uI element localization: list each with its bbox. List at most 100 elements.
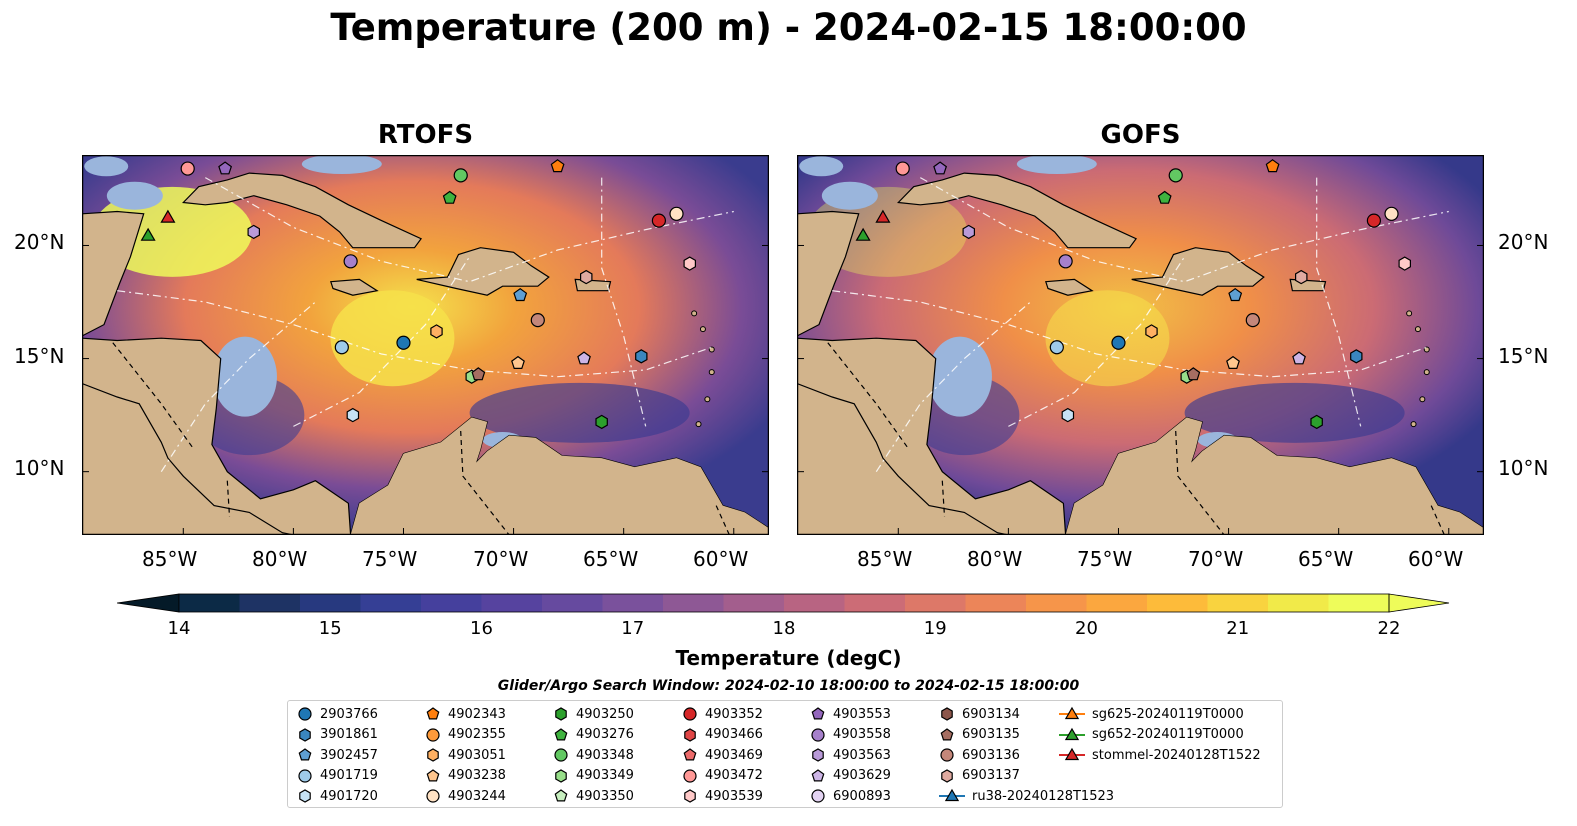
lat-tick-15-right: 15°N bbox=[1498, 344, 1549, 368]
island-lesser-antilles bbox=[1406, 310, 1413, 317]
map-frame bbox=[82, 155, 769, 535]
island-lesser-antilles bbox=[1423, 369, 1430, 376]
colorbar-segment bbox=[723, 594, 785, 612]
island-hispaniola bbox=[416, 247, 550, 296]
float-marker-4903558 bbox=[1058, 254, 1073, 269]
legend-entry: 4903466 bbox=[681, 725, 763, 745]
legend-label: 4903244 bbox=[448, 788, 506, 804]
legend-label: 4903348 bbox=[576, 747, 634, 763]
colorbar-tick-14: 14 bbox=[167, 618, 191, 639]
legend-marker-icon bbox=[683, 748, 697, 761]
float-marker-4903553 bbox=[933, 161, 948, 175]
legend-entry: 4903469 bbox=[681, 745, 763, 765]
legend-label: 4903469 bbox=[705, 747, 763, 763]
legend-entry: 4903276 bbox=[552, 725, 634, 745]
eez-boundary bbox=[160, 301, 316, 473]
legend-marker-icon bbox=[683, 768, 697, 783]
legend-marker-icon bbox=[940, 727, 954, 740]
legend-marker-icon bbox=[298, 768, 312, 783]
legend-entry: 4903558 bbox=[809, 725, 891, 745]
shelf-gulf bbox=[799, 156, 844, 177]
lon-tick-65: 65°W bbox=[583, 547, 639, 571]
colorbar-segment bbox=[844, 594, 906, 612]
colorbar-tick-15: 15 bbox=[318, 618, 342, 639]
legend-marker-icon bbox=[298, 707, 312, 721]
colorbar-tick-22: 22 bbox=[1377, 618, 1401, 639]
legend-entry: 2903766 bbox=[296, 704, 378, 724]
legend-entry: 3902457 bbox=[296, 745, 378, 765]
legend-label: 4903563 bbox=[833, 747, 891, 763]
float-marker-4902343 bbox=[550, 159, 565, 173]
legend-label: 6900893 bbox=[833, 788, 891, 804]
eez-boundary bbox=[1008, 256, 1186, 427]
legend-marker-icon bbox=[299, 789, 311, 803]
glider-marker-sg652-20240119T0000 bbox=[855, 227, 871, 241]
float-marker-4903238 bbox=[1226, 355, 1240, 369]
eez-boundary bbox=[920, 177, 1449, 283]
island-jamaica bbox=[329, 278, 379, 296]
legend-marker-icon bbox=[299, 727, 311, 742]
legend-label: 6903136 bbox=[962, 747, 1020, 763]
legend-marker-icon bbox=[1059, 747, 1085, 761]
country-border bbox=[941, 480, 946, 517]
search-window-text: Glider/Argo Search Window: 2024-02-10 18… bbox=[497, 678, 1080, 694]
shelf-bahamas bbox=[1016, 155, 1097, 175]
colorbar-tick-17: 17 bbox=[621, 618, 645, 639]
legend-marker-icon bbox=[941, 707, 953, 721]
shelf-mosquito bbox=[212, 336, 277, 417]
legend-label: 4903466 bbox=[705, 727, 763, 742]
legend-marker-icon bbox=[427, 748, 439, 762]
legend-marker-icon bbox=[940, 748, 954, 762]
lon-tick-85-right: 85°W bbox=[857, 547, 913, 571]
lon-tick-80: 80°W bbox=[252, 547, 308, 571]
legend-label: 4902355 bbox=[448, 727, 506, 742]
eez-boundary bbox=[601, 177, 647, 427]
legend-marker-icon bbox=[812, 748, 824, 762]
legend-label: sg652-20240119T0000 bbox=[1092, 727, 1244, 742]
float-marker-4903563 bbox=[247, 224, 260, 240]
colorbar-segment bbox=[239, 594, 301, 612]
country-border bbox=[460, 430, 510, 535]
legend-label: 4903539 bbox=[705, 788, 763, 804]
lat-tick-10: 10°N bbox=[14, 456, 65, 480]
colorbar-label: Temperature (degC) bbox=[675, 646, 902, 670]
legend-marker-icon bbox=[811, 768, 825, 781]
legend-marker-icon bbox=[684, 727, 696, 742]
legend-label: 6903135 bbox=[962, 727, 1020, 742]
float-marker-4903352 bbox=[1366, 213, 1382, 228]
legend-marker-icon bbox=[426, 707, 440, 720]
colorbar-segment bbox=[602, 594, 664, 612]
island-lesser-antilles bbox=[1410, 421, 1417, 428]
lat-tick-20-right: 20°N bbox=[1498, 230, 1549, 254]
shelf-gulf bbox=[84, 156, 129, 177]
lon-tick-75-right: 75°W bbox=[1077, 547, 1133, 571]
pacific-coastline bbox=[797, 382, 1009, 535]
legend-marker-icon bbox=[555, 707, 567, 721]
legend-entry: 6903135 bbox=[938, 725, 1020, 745]
lat-tick-15: 15°N bbox=[14, 344, 65, 368]
island-hispaniola bbox=[1131, 247, 1265, 296]
float-marker-4903352 bbox=[651, 213, 667, 228]
legend-label: 4903276 bbox=[576, 727, 634, 742]
lon-tick-75: 75°W bbox=[362, 547, 418, 571]
float-marker-3901861 bbox=[635, 349, 648, 364]
legend-entry: 4901720 bbox=[296, 786, 378, 806]
cool-water-south bbox=[1184, 382, 1405, 443]
legend-marker-icon bbox=[555, 768, 567, 783]
legend-entry: 4902355 bbox=[424, 725, 506, 745]
legend-label: 4903629 bbox=[833, 768, 891, 783]
legend-entry: 4903629 bbox=[809, 766, 891, 786]
float-marker-4903472 bbox=[180, 161, 195, 176]
map-panel-gofs bbox=[797, 155, 1484, 535]
lon-tick-65-right: 65°W bbox=[1298, 547, 1354, 571]
legend-entry: 4903563 bbox=[809, 745, 891, 765]
lon-tick-70-right: 70°W bbox=[1188, 547, 1244, 571]
colorbar-segment bbox=[421, 594, 482, 612]
colorbar-segment bbox=[1086, 594, 1148, 612]
legend-label: 4903553 bbox=[833, 706, 891, 722]
colorbar-segment bbox=[300, 594, 361, 612]
landmass-yucatan bbox=[82, 210, 145, 337]
colorbar-segment bbox=[1147, 594, 1208, 612]
lon-tick-85: 85°W bbox=[142, 547, 198, 571]
panel-title-rtofs: RTOFS bbox=[377, 120, 474, 150]
